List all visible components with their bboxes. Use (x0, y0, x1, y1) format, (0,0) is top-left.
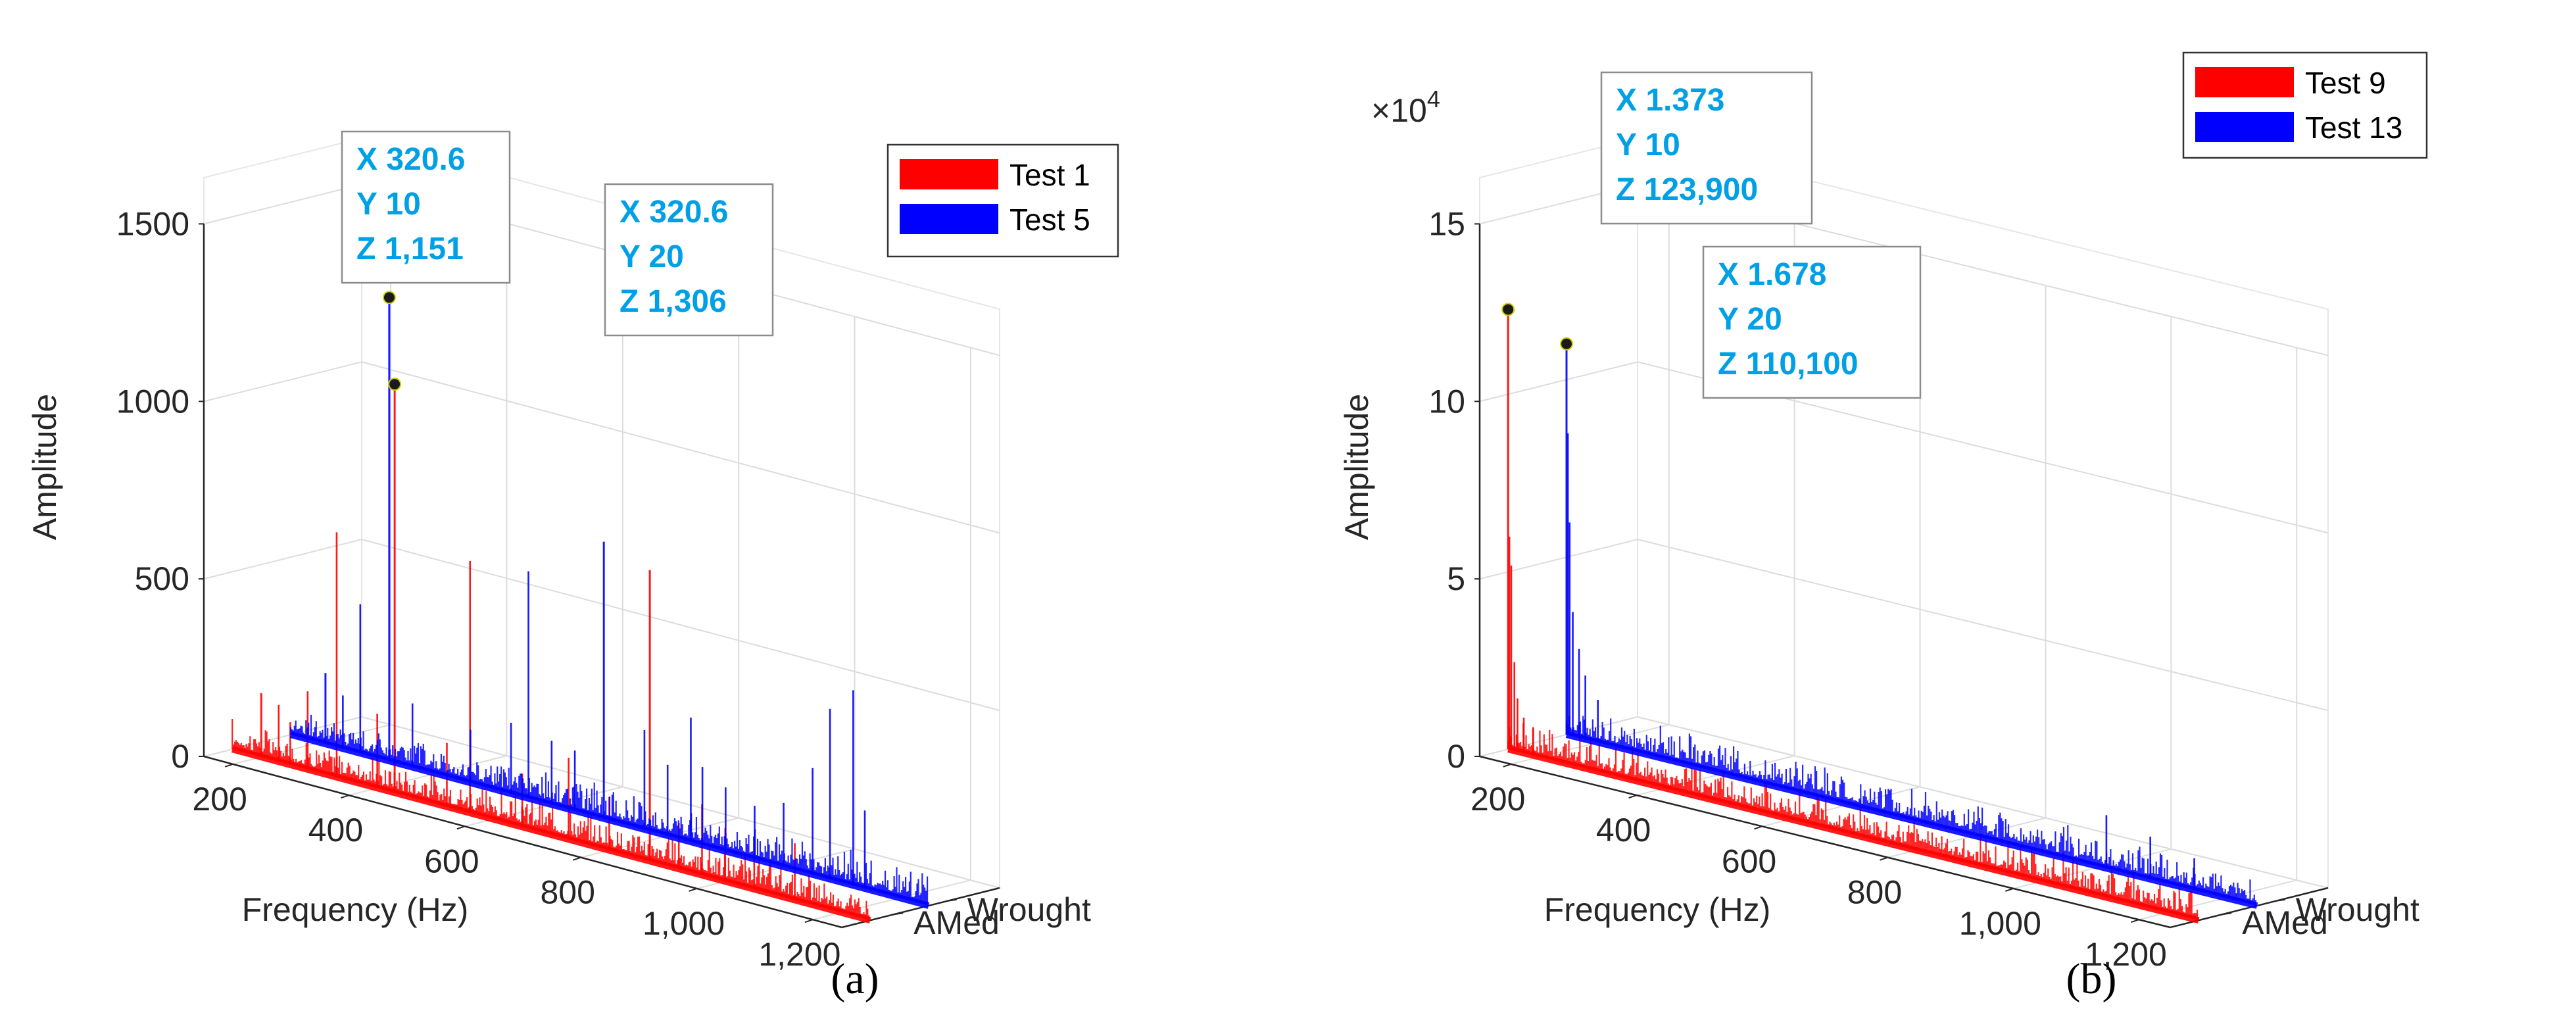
y-tick-mark (2275, 898, 2285, 902)
datatip-y-text: Y 10 (356, 187, 421, 222)
y-tick-mark (894, 912, 904, 916)
legend: Test 1 Test 5 (887, 143, 1119, 258)
datatip-z-text: Z 1,151 (356, 232, 464, 266)
x-tick-label: 200 (1470, 781, 1525, 818)
z-gridline-rear (361, 716, 1000, 889)
datatip-x-text: X 320.6 (620, 195, 728, 230)
datatip-marker (1560, 337, 1573, 351)
z-gridline-left (203, 716, 362, 757)
y-tick-label: Wrought (2296, 891, 2419, 928)
y-tick-label: AMed (913, 904, 1000, 941)
datatip-box (1600, 71, 1813, 225)
datatip-z-text: Z 110,100 (1718, 347, 1859, 381)
datatip-box (604, 183, 774, 337)
z-gridline-rear (361, 539, 1000, 712)
z-multiplier: ×104 (1371, 86, 1440, 129)
legend-label: Test 13 (2305, 110, 2402, 145)
z-axis-label: Amplitude (1338, 394, 1375, 540)
datatip-box (341, 130, 511, 284)
z-gridline-left (1479, 539, 1638, 580)
datatip-x-text: X 1.678 (1718, 257, 1826, 292)
series-test-13 (1565, 343, 2258, 909)
x-tick-label: 400 (1596, 812, 1651, 848)
legend-swatch (2195, 67, 2294, 97)
x-axis-line (1479, 755, 2171, 929)
datatip-x-text: X 1.373 (1616, 83, 1724, 118)
left-wall (203, 137, 362, 758)
series-test-9 (1507, 309, 2200, 924)
z-tick-label: 1500 (116, 205, 189, 242)
z-gridline-left (203, 539, 362, 580)
datatip-box (1702, 245, 1922, 399)
x-tick-label: 400 (308, 812, 363, 848)
z-tick-label: 1000 (116, 383, 189, 420)
x-axis-line (203, 755, 842, 929)
x-tick-label: 1,200 (2085, 936, 2167, 973)
x-tick-label: 600 (1722, 843, 1776, 879)
z-multiplier-exponent: 4 (1427, 86, 1440, 112)
chart-panel-a: 0 500 1000 1500 200 400 600 800 1,000 1,200 AMedWr… (26, 130, 1119, 1003)
left-wall (1479, 137, 1638, 758)
datatip-y-text: Y 20 (620, 239, 684, 274)
datatip-marker (382, 291, 396, 305)
legend-label: Test 9 (2305, 66, 2386, 100)
panel-label: (b) (2066, 955, 2117, 1003)
z-tick-label: 5 (1447, 560, 1465, 597)
x-tick-label: 200 (192, 781, 247, 818)
z-gridline-rear (1637, 716, 2329, 889)
z-gridline-rear (361, 361, 1000, 534)
datatip-y-text: Y 10 (1616, 128, 1680, 162)
legend-label: Test 1 (1009, 158, 1090, 192)
z-tick-label: 10 (1428, 383, 1465, 420)
x-tick-label: 1,000 (1959, 905, 2041, 942)
x-axis-label: Frequency (Hz) (1544, 891, 1771, 928)
y-tick-label: AMed (2242, 904, 2328, 941)
z-gridline-rear (1637, 539, 2329, 712)
legend-swatch (900, 204, 998, 234)
datatip-z-text: Z 123,900 (1616, 172, 1758, 207)
x-tick-label: 800 (1847, 874, 1902, 911)
x-tick-label: 1,200 (758, 936, 840, 973)
y-tick-mark (947, 898, 957, 902)
x-tick-label: 1,000 (643, 905, 725, 942)
legend: Test 9 Test 13 (2182, 51, 2428, 159)
datatip-marker (1501, 303, 1515, 316)
series-test-1 (231, 384, 871, 924)
datatip-marker (388, 378, 402, 391)
z-tick-label: 15 (1428, 205, 1465, 242)
legend-swatch (2195, 112, 2294, 142)
z-tick-label: 500 (135, 560, 189, 597)
panel-label: (a) (831, 955, 879, 1003)
z-gridline-left (203, 184, 362, 225)
z-axis-label: Amplitude (26, 394, 63, 540)
legend-swatch (900, 159, 998, 189)
x-tick-label: 600 (424, 843, 479, 879)
x-axis-label: Frequency (Hz) (242, 891, 469, 928)
datatip-y-text: Y 20 (1718, 302, 1782, 337)
series-test-5 (289, 297, 930, 909)
y-tick-mark (2222, 912, 2232, 916)
y-tick-label: Wrought (967, 891, 1091, 928)
z-multiplier-base: ×10 (1371, 92, 1427, 129)
legend-label: Test 5 (1009, 203, 1090, 237)
x-tick-label: 800 (540, 874, 595, 911)
z-gridline-left (1479, 361, 1638, 403)
z-tick-label: 0 (171, 738, 189, 775)
z-tick-label: 0 (1447, 738, 1465, 775)
datatip-x-text: X 320.6 (356, 142, 465, 177)
datatip-z-text: Z 1,306 (620, 284, 727, 319)
z-gridline-left (203, 361, 362, 403)
